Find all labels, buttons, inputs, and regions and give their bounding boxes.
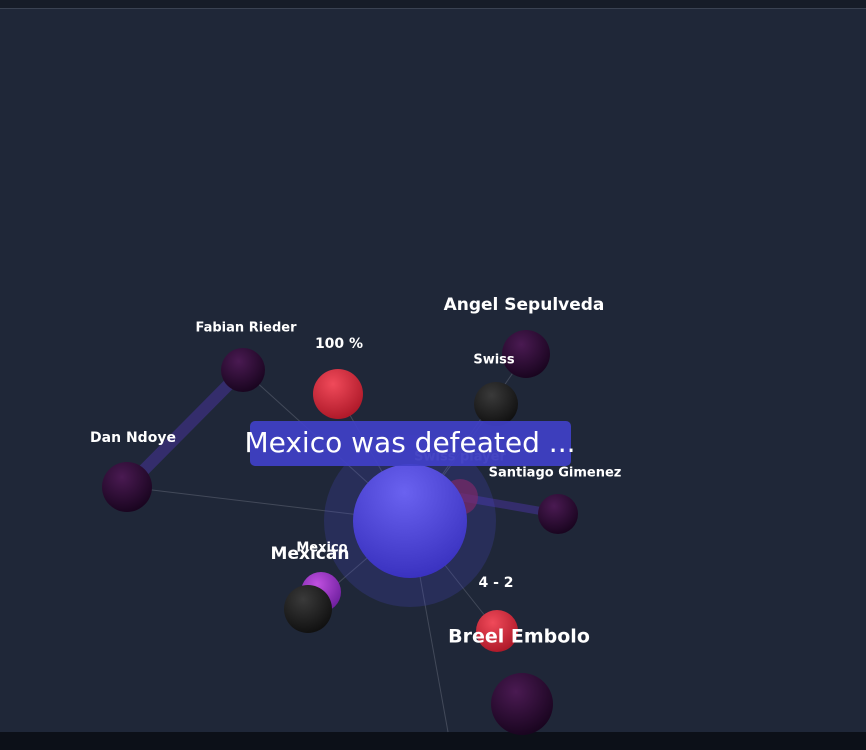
bottom-bar	[0, 732, 866, 750]
tooltip	[250, 421, 571, 466]
node[interactable]	[502, 330, 550, 378]
node-label: Breel Embolo	[448, 626, 590, 648]
node-label: Swiss	[473, 353, 515, 368]
node-label: Angel Sepulveda	[444, 295, 605, 315]
node[interactable]	[476, 610, 518, 652]
node-label: 100 %	[315, 336, 363, 352]
top-bar	[0, 0, 866, 8]
node[interactable]	[284, 585, 332, 633]
link	[122, 365, 248, 492]
node[interactable]	[221, 348, 265, 392]
node[interactable]	[102, 462, 152, 512]
node-label: Mexico	[296, 541, 347, 556]
node-label: Mexican	[271, 544, 350, 564]
node[interactable]	[474, 382, 518, 426]
node[interactable]	[491, 673, 553, 735]
node-label: Fabian Rieder	[195, 321, 297, 336]
node-label: Santiago Gimenez	[489, 466, 622, 481]
node-label: 4 - 2	[478, 575, 513, 591]
node-center[interactable]	[353, 464, 467, 578]
tooltip-text: Mexico was defeated ...	[244, 426, 575, 459]
node[interactable]	[538, 494, 578, 534]
node-label: Dan Ndoye	[90, 430, 176, 446]
node[interactable]	[313, 369, 363, 419]
